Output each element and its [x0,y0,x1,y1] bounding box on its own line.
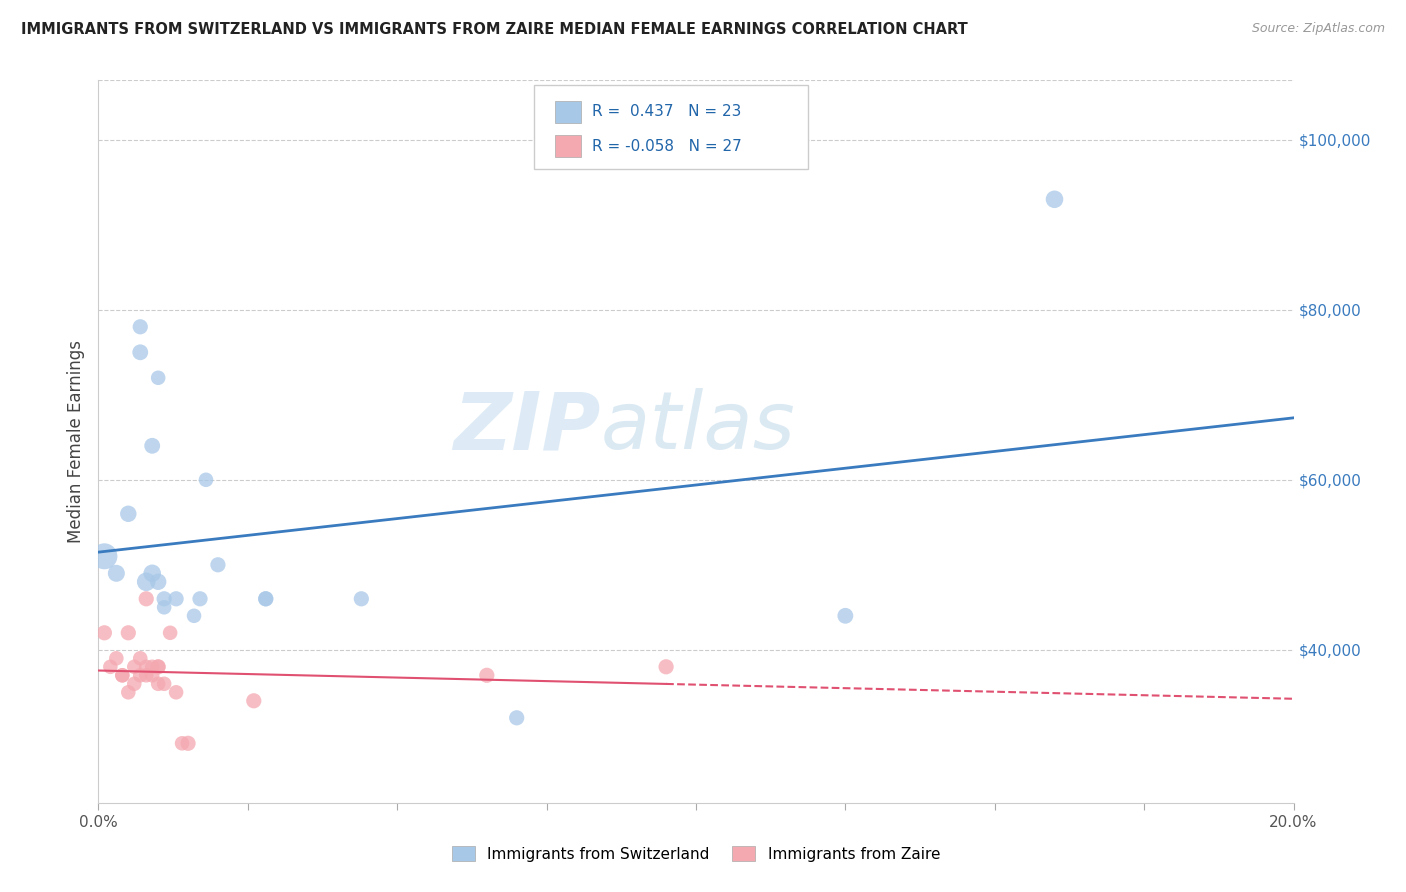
Point [129,319,152,334]
Point [135,668,157,682]
Point [350,591,373,606]
Point [141,660,163,674]
Point [172,736,194,750]
Point [159,625,181,640]
Point [135,574,157,589]
Point [141,566,163,581]
Point [111,668,134,682]
Point [148,677,170,691]
Text: Source: ZipAtlas.com: Source: ZipAtlas.com [1251,22,1385,36]
Point [183,608,205,623]
Point [165,685,187,699]
Point [834,608,856,623]
Text: IMMIGRANTS FROM SWITZERLAND VS IMMIGRANTS FROM ZAIRE MEDIAN FEMALE EARNINGS CORR: IMMIGRANTS FROM SWITZERLAND VS IMMIGRANT… [21,22,967,37]
Point [129,651,152,665]
Point [475,668,498,682]
Point [1043,192,1066,206]
Point [254,591,277,606]
Text: R = -0.058   N = 27: R = -0.058 N = 27 [592,138,742,153]
Point [254,591,277,606]
Point [117,507,139,521]
Point [188,591,211,606]
Point [153,600,176,615]
Point [124,677,146,691]
Point [177,736,200,750]
Point [148,660,170,674]
Text: atlas: atlas [600,388,796,467]
Point [243,694,266,708]
Point [124,660,146,674]
Point [141,439,163,453]
Point [153,677,176,691]
Point [129,668,152,682]
Point [148,371,170,385]
Point [195,473,218,487]
Point [98,660,122,674]
Legend: Immigrants from Switzerland, Immigrants from Zaire: Immigrants from Switzerland, Immigrants … [446,839,946,868]
Point [148,660,170,674]
Point [141,668,163,682]
Point [93,625,115,640]
Point [148,574,170,589]
Point [165,591,187,606]
Point [207,558,229,572]
Text: ZIP: ZIP [453,388,600,467]
Y-axis label: Median Female Earnings: Median Female Earnings [66,340,84,543]
Point [129,345,152,359]
Point [111,668,134,682]
Point [135,591,157,606]
Point [105,566,128,581]
Point [135,660,157,674]
Point [105,651,128,665]
Point [117,625,139,640]
Point [153,591,176,606]
Point [117,685,139,699]
Point [93,549,115,564]
Point [655,660,678,674]
Text: R =  0.437   N = 23: R = 0.437 N = 23 [592,104,741,120]
Point [506,711,529,725]
